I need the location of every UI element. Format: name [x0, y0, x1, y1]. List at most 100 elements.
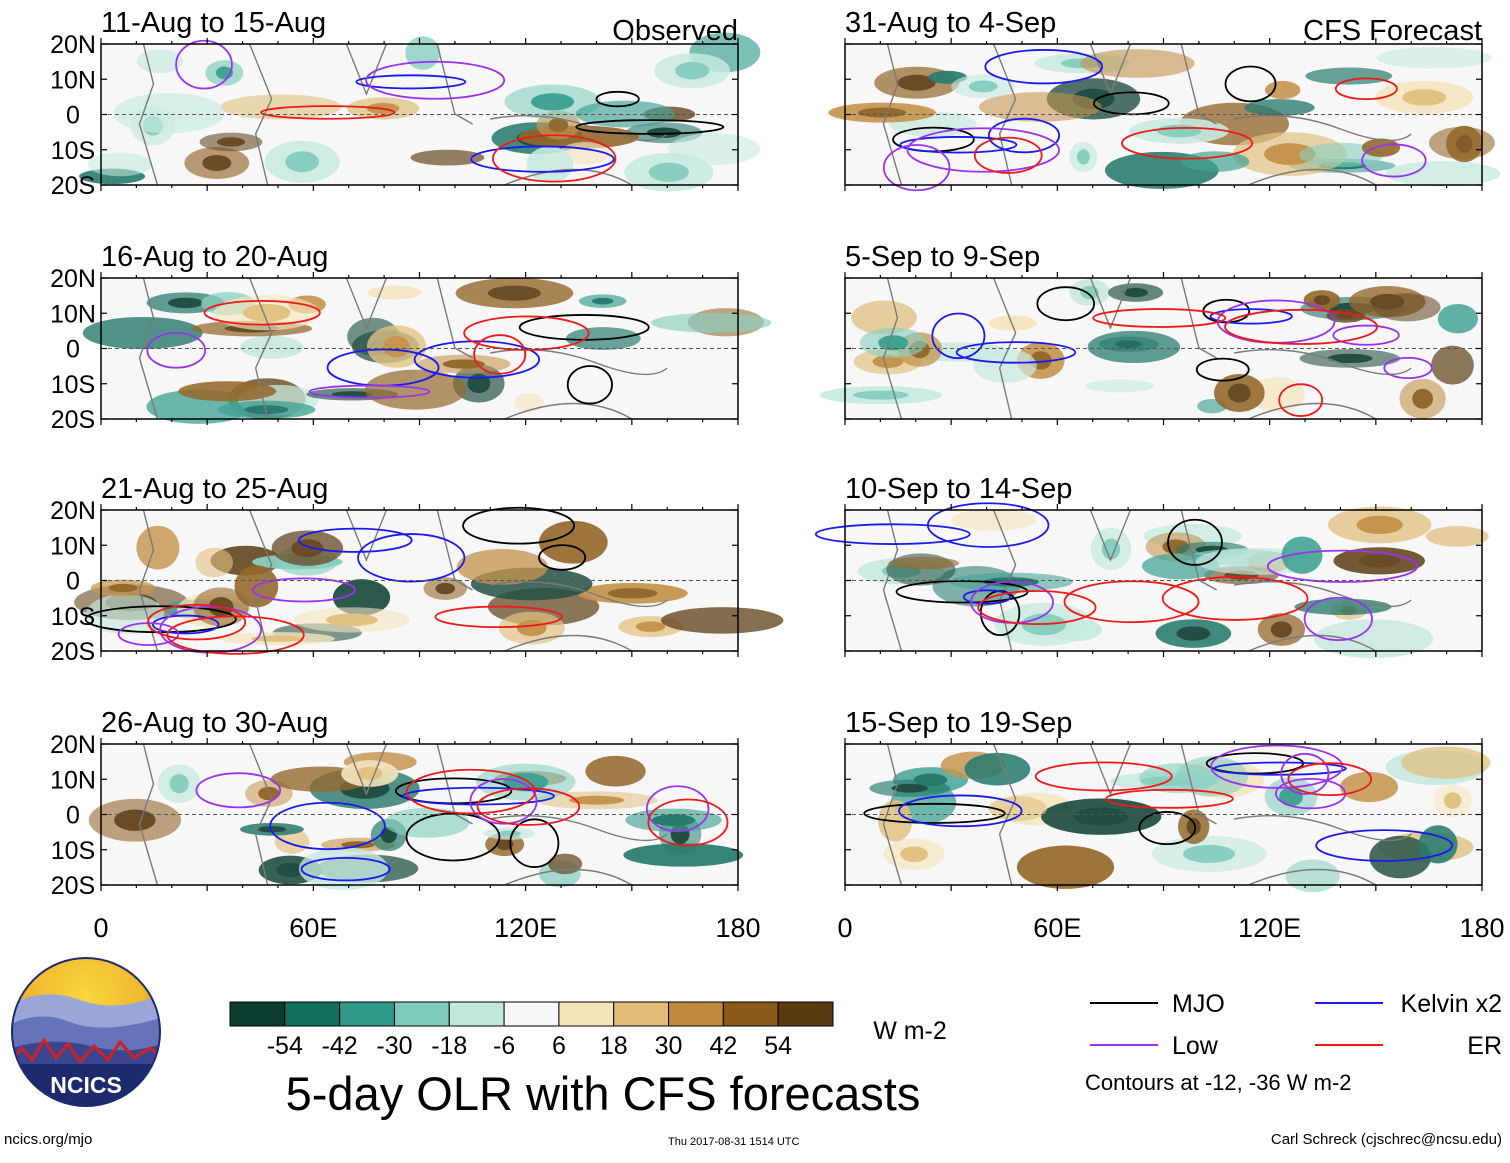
- coastline-australia: [1248, 868, 1377, 886]
- contour-mjo: [863, 802, 1006, 824]
- wave-contours: [814, 502, 1419, 641]
- legend: MJO Kelvin x2 Low ER: [1090, 990, 1502, 1060]
- panel-title: 15-Sep to 19-Sep: [845, 707, 1072, 739]
- anomaly-core: [530, 93, 575, 111]
- anomaly-blob: [888, 556, 960, 570]
- coastlines: [882, 277, 1412, 420]
- lat-tick-label: 10S: [51, 371, 95, 399]
- anomaly-core: [607, 588, 658, 599]
- contour-mjo: [575, 119, 725, 135]
- anomaly-blob: [332, 579, 391, 616]
- coastline-australia: [504, 634, 633, 652]
- wave-contours: [175, 39, 725, 183]
- coastline-africa-west: [138, 743, 159, 886]
- footer-url[interactable]: ncics.org/mjo: [4, 1131, 93, 1148]
- anomaly-blob: [136, 49, 184, 74]
- anomaly-core: [1327, 353, 1373, 364]
- lon-tick-label: 0: [837, 913, 852, 943]
- colorbar-label: -42: [322, 1032, 358, 1060]
- anomaly-core: [108, 583, 138, 593]
- lat-tick-label: 10S: [51, 837, 95, 865]
- lat-tick-label: 20N: [50, 731, 96, 759]
- anomaly-core: [169, 773, 189, 794]
- colorbar-label: 30: [655, 1032, 683, 1060]
- map-panel: 20N 10N 0 10S 20S 21-Aug to 25-Aug: [50, 473, 784, 666]
- lon-tick-label: 180: [715, 913, 760, 943]
- contour-kelvin: [297, 527, 413, 553]
- contour-kelvin: [962, 589, 1012, 605]
- contour-er: [476, 787, 581, 826]
- contour-low: [146, 332, 207, 369]
- anomaly-blob: [298, 847, 389, 891]
- column-label: Observed: [612, 15, 738, 47]
- anomaly-blob: [1305, 67, 1393, 85]
- contour-low: [252, 577, 356, 603]
- anomaly-core: [216, 137, 246, 147]
- anomaly-blob: [1437, 303, 1478, 334]
- coastline-australia: [504, 168, 633, 186]
- coastline-india: [345, 509, 388, 562]
- contour-mjo: [462, 506, 575, 545]
- anomaly-core: [872, 355, 904, 369]
- colorbar-label: 54: [764, 1032, 792, 1060]
- anomaly-blob: [1369, 835, 1432, 879]
- anomaly-core: [168, 297, 204, 309]
- lat-tick-label: 20S: [51, 872, 95, 900]
- contour-kelvin: [413, 340, 541, 379]
- anomaly-blob: [1244, 99, 1315, 117]
- anomaly-blob: [384, 807, 470, 838]
- anomaly-core: [1074, 807, 1129, 826]
- anomaly-blob: [1294, 598, 1392, 616]
- colorbar-label: -54: [267, 1032, 303, 1060]
- anomaly-blob: [367, 285, 422, 300]
- lat-tick-label: 20S: [51, 172, 95, 200]
- colorbar-units: W m-2: [873, 1017, 947, 1045]
- lat-tick-label: 0: [66, 568, 80, 596]
- main-title: 5-day OLR with CFS forecasts: [286, 1067, 921, 1120]
- colorbar-swatch: [448, 1001, 505, 1027]
- anomaly-core: [1358, 554, 1400, 568]
- panel-title: 26-Aug to 30-Aug: [101, 707, 328, 739]
- coastline-indonesia: [1234, 114, 1412, 142]
- contour-kelvin: [987, 117, 1061, 154]
- anomaly-core: [1101, 538, 1121, 560]
- contour-mjo: [509, 818, 560, 868]
- colorbar-swatch: [284, 1001, 341, 1027]
- anomaly-blob: [950, 509, 1037, 531]
- legend-label: Low: [1172, 1032, 1219, 1060]
- anomaly-core: [636, 621, 666, 632]
- anomaly-core: [1156, 124, 1202, 138]
- panel-title: 11-Aug to 15-Aug: [101, 7, 326, 39]
- anomaly-blob: [514, 393, 544, 412]
- contour-low: [1383, 356, 1433, 380]
- map-panel: 20N 10N 0 10S 20S 11-Aug to 15-Aug Observed: [50, 7, 761, 200]
- anomaly-blob: [1376, 47, 1492, 69]
- contour-er: [434, 605, 563, 629]
- anomaly-core: [435, 582, 456, 595]
- anomaly-blob: [1079, 49, 1195, 78]
- coastline-africa-east: [992, 743, 1017, 886]
- colorbar-label: -6: [493, 1032, 515, 1060]
- lat-tick-label: 20S: [51, 638, 95, 666]
- coastline-africa-east: [248, 743, 273, 886]
- contour-kelvin: [955, 341, 1077, 364]
- anomaly-blob: [1016, 845, 1115, 889]
- colorbar-swatch: [668, 1001, 724, 1027]
- colorbar-swatch: [777, 1001, 834, 1027]
- anomaly-core: [276, 862, 305, 878]
- contour-low: [906, 127, 1060, 173]
- contour-er: [492, 134, 617, 183]
- anomaly-core: [383, 336, 410, 358]
- contour-er: [1224, 308, 1379, 345]
- contour-low: [1210, 744, 1344, 789]
- contour-low: [175, 39, 233, 90]
- logo-text: NCICS: [50, 1072, 122, 1098]
- anomaly-core: [857, 107, 907, 118]
- anomaly-blob: [1281, 536, 1323, 574]
- wave-contours: [146, 300, 650, 405]
- coastline-africa-west: [882, 43, 903, 186]
- contour-low: [882, 144, 951, 192]
- anomaly-field: [857, 506, 1489, 659]
- anomaly-core: [1176, 626, 1211, 641]
- coastline-indonesia: [490, 580, 668, 608]
